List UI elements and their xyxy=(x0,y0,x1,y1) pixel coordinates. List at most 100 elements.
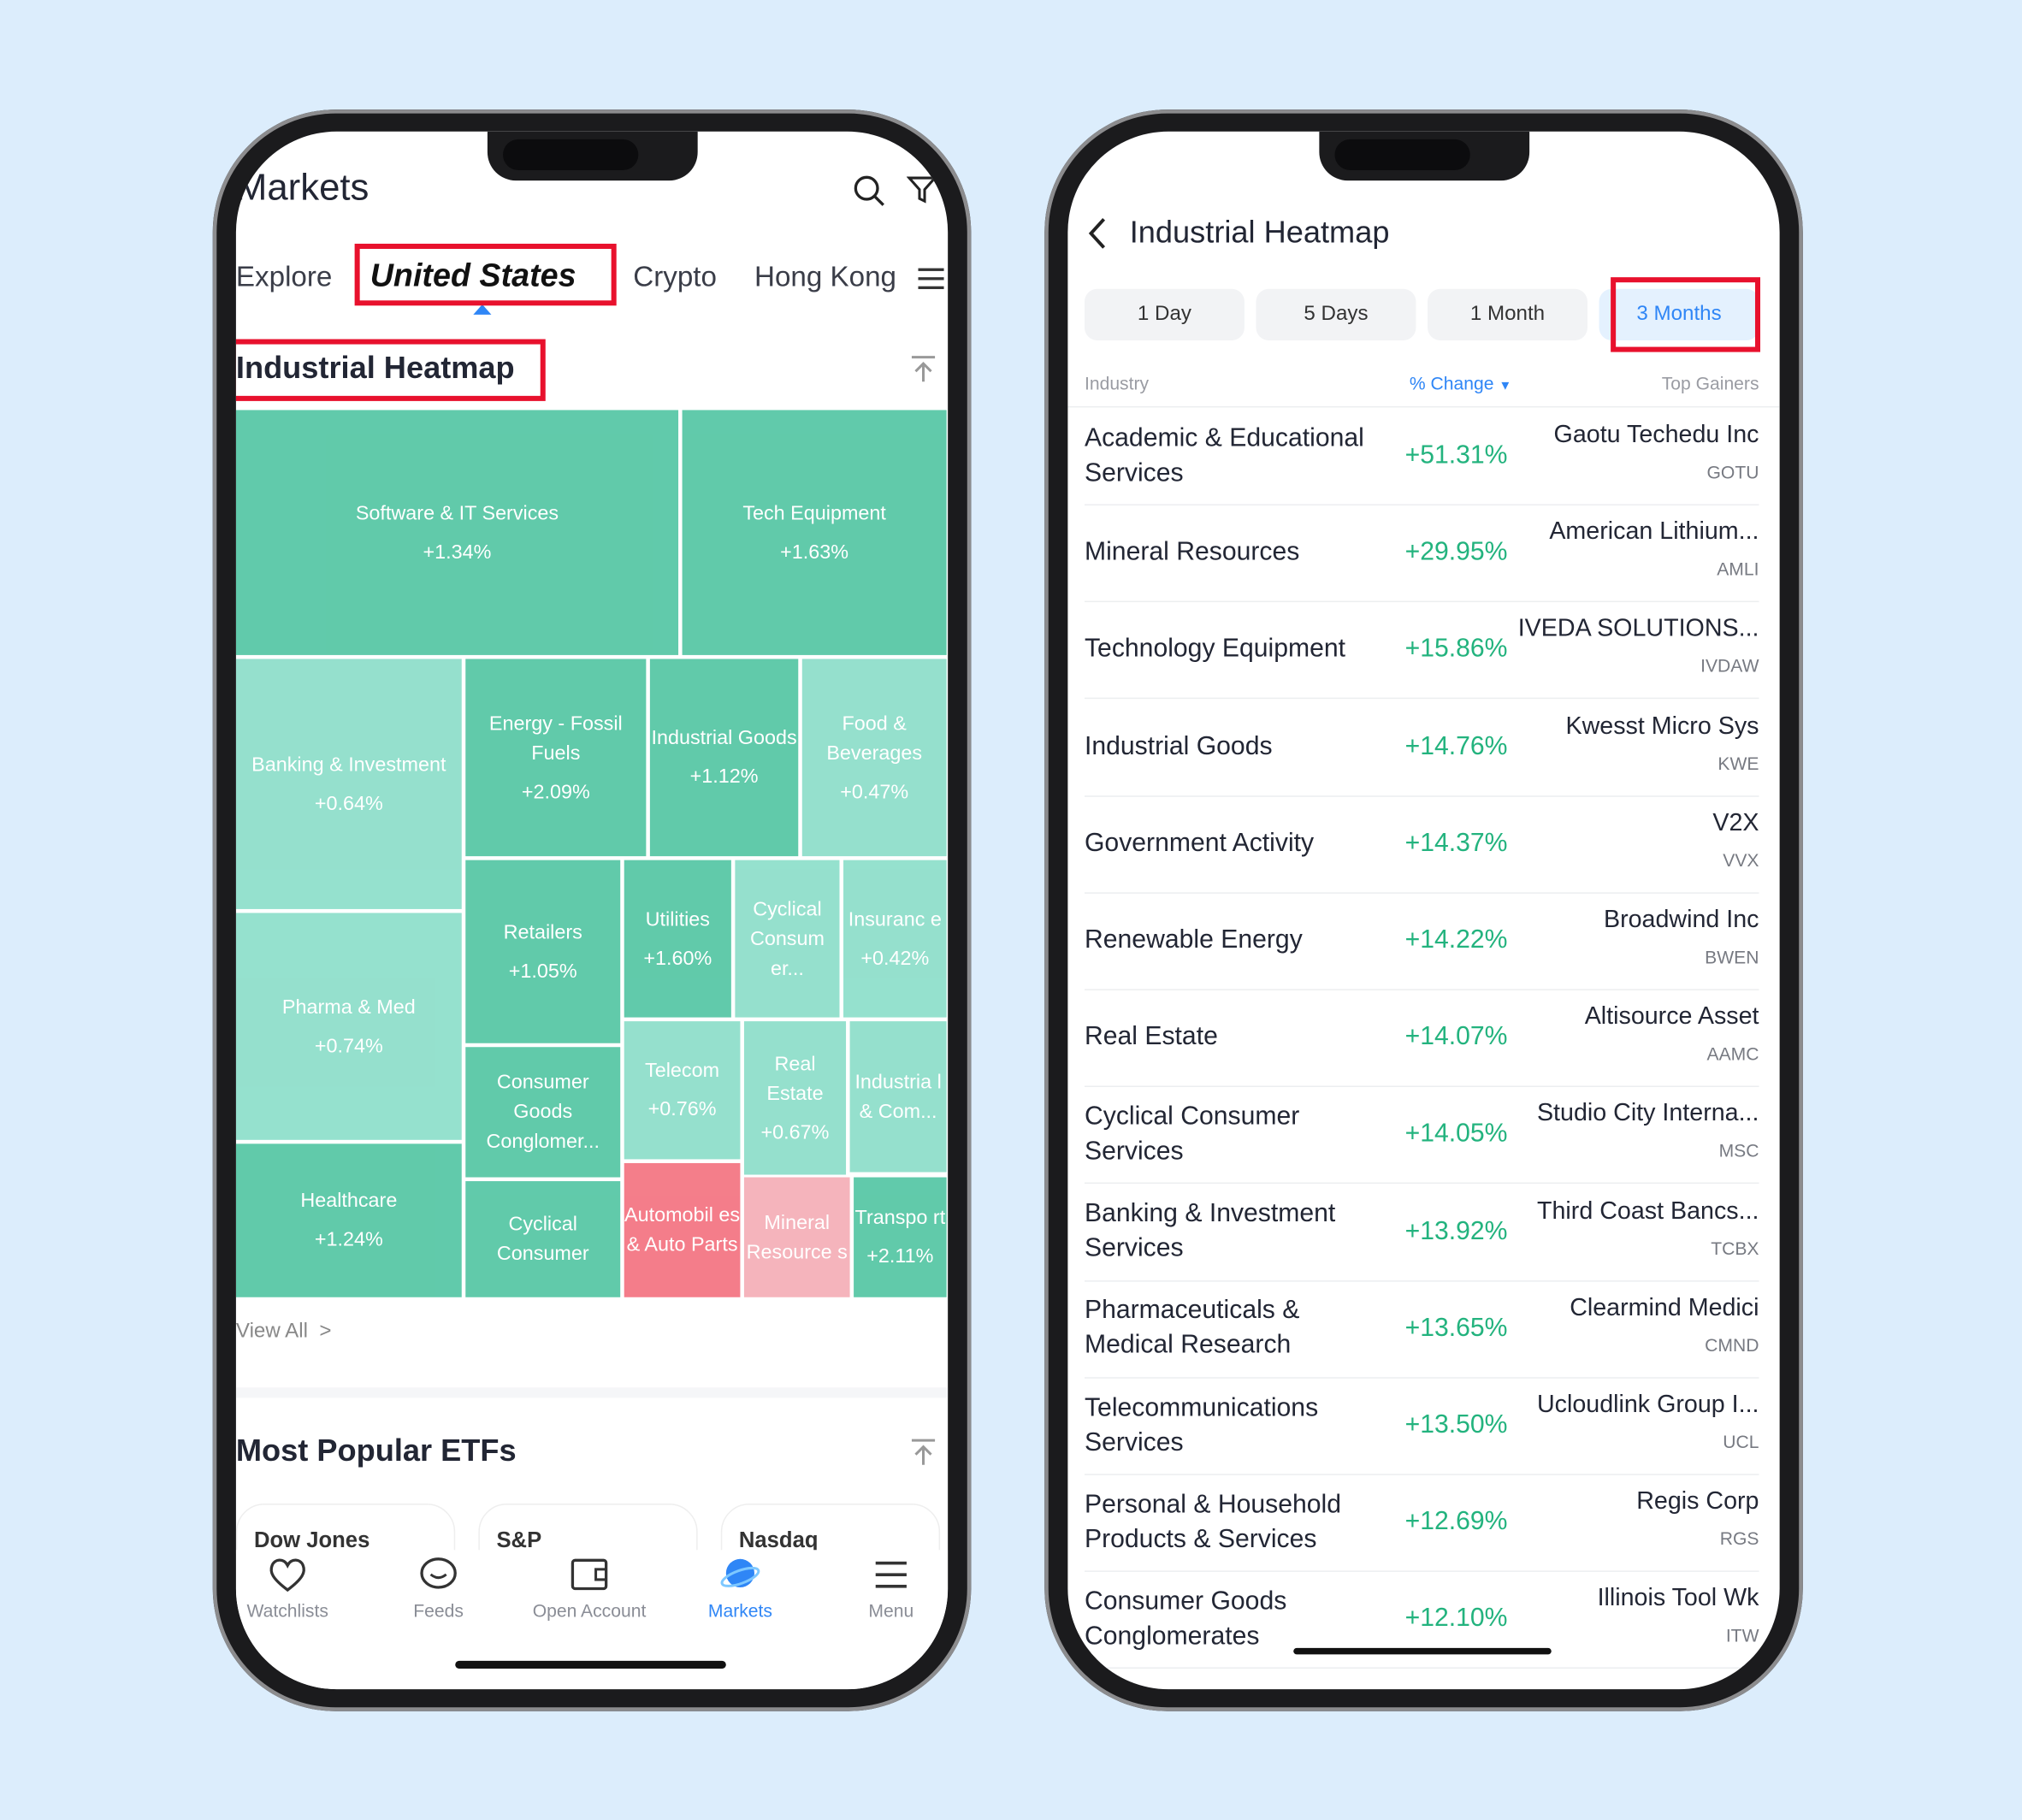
heatmap-tile[interactable]: Healthcare +1.24% xyxy=(235,1143,462,1297)
industry-name: Renewable Energy xyxy=(1084,925,1303,954)
period-5-days[interactable]: 5 Days xyxy=(1256,288,1416,341)
heatmap-tile[interactable]: Automobil es & Auto Parts xyxy=(624,1162,741,1297)
tile-label: Food & Beverages xyxy=(826,712,923,765)
nav-watchlists[interactable]: Watchlists xyxy=(236,1557,358,1621)
industry-row[interactable]: Government Activity +14.37% V2X VVX xyxy=(1084,795,1759,894)
view-all-link[interactable]: View All > xyxy=(236,1321,332,1344)
tab-hong-kong[interactable]: Hong Kong xyxy=(754,260,896,293)
tile-label: Cyclical Consumer xyxy=(496,1213,589,1266)
back-arrow-icon[interactable] xyxy=(1087,216,1108,250)
top-gainer-ticker: AMLI xyxy=(1717,558,1759,580)
tile-label: Industria l & Com... xyxy=(854,1071,942,1123)
nav-label: Watchlists xyxy=(246,1600,328,1622)
percent-change: +29.95% xyxy=(1404,537,1508,567)
chat-icon xyxy=(420,1557,457,1589)
tile-value: +1.63% xyxy=(780,541,849,564)
industry-row[interactable]: Pharmaceuticals & Medical Research +13.65… xyxy=(1084,1280,1759,1379)
heart-icon xyxy=(269,1558,305,1592)
industry-row[interactable]: Banking & Investment Services +13.92% Thir… xyxy=(1084,1183,1759,1282)
tile-value: +2.09% xyxy=(521,780,590,803)
heatmap-tile[interactable]: Banking & Investment +0.64% xyxy=(235,659,462,909)
heatmap-tile[interactable]: Food & Beverages +0.47% xyxy=(801,659,947,857)
tile-label: Mineral Resource s xyxy=(746,1211,848,1263)
industry-name: Industrial Goods xyxy=(1084,731,1273,760)
top-gainer-ticker: TCBX xyxy=(1711,1237,1759,1258)
tile-value: +1.60% xyxy=(643,947,712,970)
nav-feeds[interactable]: Feeds xyxy=(368,1557,510,1621)
industry-name: Technology Equipment xyxy=(1084,635,1346,664)
period-1-day[interactable]: 1 Day xyxy=(1084,288,1245,341)
industry-row[interactable]: Consumer Goods Conglomerates +12.10% Illin… xyxy=(1084,1571,1759,1669)
column-change[interactable]: % Change ▼ xyxy=(1410,373,1511,393)
tab-united-states[interactable]: United States xyxy=(370,257,576,294)
tile-label: Real Estate xyxy=(766,1053,824,1105)
period-1-month[interactable]: 1 Month xyxy=(1428,288,1587,341)
period-3-months[interactable]: 3 Months xyxy=(1599,288,1759,341)
tabs-menu-icon[interactable] xyxy=(918,267,944,290)
divider xyxy=(235,1387,949,1398)
page-title: Industrial Heatmap xyxy=(1129,215,1390,251)
industry-row[interactable]: Renewable Energy +14.22% Broadwind Inc BWEN xyxy=(1084,892,1759,990)
top-gainer-name: IVEDA SOLUTIONS... xyxy=(1517,615,1759,643)
active-tab-indicator xyxy=(473,304,492,315)
industry-row[interactable]: Academic & Educational Services +51.31% Ga… xyxy=(1084,407,1759,506)
industry-row[interactable]: Telecommunications Services +13.50% Ucloud… xyxy=(1084,1377,1759,1475)
highlight-box xyxy=(354,243,617,306)
industrial-heatmap-screen: Industrial Heatmap 1 Day 5 Days 1 Month … xyxy=(1067,131,1780,1690)
tile-label: Pharma & Med xyxy=(281,996,416,1019)
nav-markets[interactable]: Markets xyxy=(669,1557,811,1621)
top-gainer-name: V2X xyxy=(1712,809,1759,837)
heatmap-tile[interactable]: Insuranc e +0.42% xyxy=(843,860,947,1018)
heatmap-tile[interactable]: Utilities +1.60% xyxy=(624,860,731,1018)
heatmap-tile[interactable]: Consumer Goods Conglomer... xyxy=(465,1047,621,1178)
industry-row[interactable]: Real Estate +14.07% Altisource Asset AAMC xyxy=(1084,990,1759,1088)
heatmap-tile[interactable]: Cyclical Consum er... xyxy=(735,860,840,1018)
percent-change: +13.65% xyxy=(1404,1314,1508,1343)
heatmap-tile[interactable]: Telecom +0.76% xyxy=(624,1021,741,1160)
heatmap-tile[interactable]: Software & IT Services +1.34% xyxy=(235,410,679,655)
nav-open-account[interactable]: Open Account xyxy=(518,1557,660,1621)
industry-row[interactable]: Cyclical Consumer Services +14.05% Studio … xyxy=(1084,1086,1759,1185)
tab-explore[interactable]: Explore xyxy=(235,260,333,293)
industry-row[interactable]: Mineral Resources +29.95% American Lithium… xyxy=(1084,505,1759,603)
industry-row[interactable]: Industrial Goods +14.76% Kwesst Micro Sys K… xyxy=(1084,699,1759,797)
tile-label: Industrial Goods xyxy=(651,727,797,749)
collapse-icon[interactable] xyxy=(909,355,937,383)
percent-change: +14.76% xyxy=(1404,731,1508,760)
top-gainer-name: Ucloudlink Group I... xyxy=(1536,1391,1759,1419)
top-gainer-ticker: ITW xyxy=(1725,1625,1759,1646)
menu-icon xyxy=(875,1561,907,1588)
etf-card-nasdaq[interactable]: Nasdaq xyxy=(720,1503,941,1581)
heatmap-title[interactable]: Industrial Heatmap xyxy=(235,351,515,386)
heatmap-tile[interactable]: Transpo rt +2.11% xyxy=(854,1177,947,1297)
heatmap-tile[interactable]: Mineral Resource s xyxy=(743,1177,850,1297)
nav-menu[interactable]: Menu xyxy=(820,1557,948,1621)
top-gainer-ticker: IVDAW xyxy=(1700,655,1759,677)
top-gainer-ticker: BWEN xyxy=(1705,946,1759,967)
heatmap-tile[interactable]: Tech Equipment +1.63% xyxy=(682,410,947,655)
heatmap-tile[interactable]: Real Estate +0.67% xyxy=(743,1021,847,1175)
collapse-icon[interactable] xyxy=(909,1438,937,1466)
tile-label: Retailers xyxy=(503,921,582,943)
tile-value: +2.11% xyxy=(866,1245,934,1268)
heatmap-tile[interactable]: Energy - Fossil Fuels +2.09% xyxy=(465,659,647,857)
heatmap-tile[interactable]: Cyclical Consumer xyxy=(465,1181,621,1297)
heatmap-tile[interactable]: Retailers +1.05% xyxy=(465,860,621,1043)
filter-icon[interactable] xyxy=(906,174,940,208)
phone-right: Industrial Heatmap 1 Day 5 Days 1 Month … xyxy=(1044,109,1803,1711)
tile-label: Automobil es & Auto Parts xyxy=(624,1204,741,1256)
industry-row[interactable]: Technology Equipment +15.86% IVEDA SOLUTIO… xyxy=(1084,601,1759,700)
heatmap-tile[interactable]: Industria l & Com... xyxy=(849,1021,947,1173)
column-top-gainers: Top Gainers xyxy=(1661,372,1759,393)
etf-card-dow-jones[interactable]: Dow Jones xyxy=(235,1503,456,1581)
planet-icon xyxy=(720,1558,760,1587)
heatmap-tile[interactable]: Pharma & Med +0.74% xyxy=(235,913,462,1140)
tile-label: Utilities xyxy=(645,908,710,931)
heatmap-tile[interactable]: Industrial Goods +1.12% xyxy=(649,659,799,857)
tab-crypto[interactable]: Crypto xyxy=(633,260,717,293)
tile-label: Banking & Investment xyxy=(251,753,446,776)
tile-label: Cyclical Consum er... xyxy=(749,898,825,980)
industry-name: Mineral Resources xyxy=(1084,537,1300,567)
search-icon[interactable] xyxy=(853,174,886,208)
industry-row[interactable]: Personal & Household Products & Services… xyxy=(1084,1474,1759,1573)
